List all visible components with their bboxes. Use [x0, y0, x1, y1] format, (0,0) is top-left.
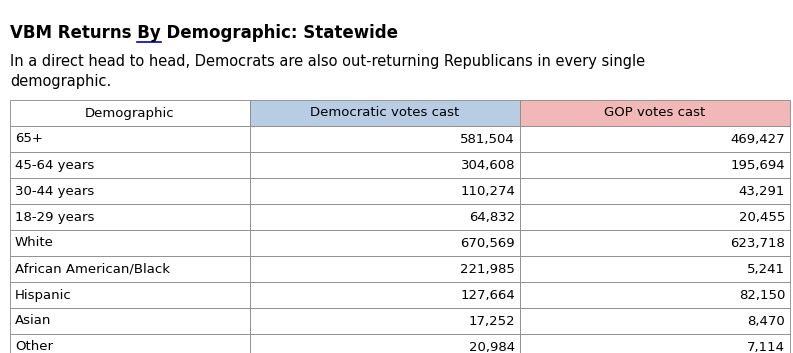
Text: 110,274: 110,274: [460, 185, 515, 197]
Text: 581,504: 581,504: [460, 132, 515, 145]
Text: Other: Other: [15, 341, 53, 353]
Text: 623,718: 623,718: [730, 237, 785, 250]
Bar: [520, 152, 790, 178]
Bar: [10, 204, 250, 230]
Bar: [250, 230, 520, 256]
Bar: [250, 178, 520, 204]
Bar: [250, 256, 520, 282]
Text: 469,427: 469,427: [730, 132, 785, 145]
Text: Hispanic: Hispanic: [15, 288, 71, 301]
Text: Asian: Asian: [15, 315, 52, 328]
Bar: [520, 204, 790, 230]
Text: 5,241: 5,241: [747, 263, 785, 275]
Bar: [250, 282, 520, 308]
Text: 8,470: 8,470: [747, 315, 785, 328]
Text: 43,291: 43,291: [738, 185, 785, 197]
Text: Democratic votes cast: Democratic votes cast: [310, 107, 460, 120]
Text: White: White: [15, 237, 54, 250]
Text: Demographic: Demographic: [85, 107, 174, 120]
Bar: [520, 100, 790, 126]
Text: 670,569: 670,569: [461, 237, 515, 250]
Text: 127,664: 127,664: [460, 288, 515, 301]
Text: GOP votes cast: GOP votes cast: [604, 107, 706, 120]
Text: 30-44 years: 30-44 years: [15, 185, 94, 197]
Bar: [520, 282, 790, 308]
Bar: [10, 100, 250, 126]
Bar: [10, 126, 250, 152]
Bar: [250, 334, 520, 353]
Text: 45-64 years: 45-64 years: [15, 158, 94, 172]
Text: demographic.: demographic.: [10, 74, 111, 89]
Bar: [10, 282, 250, 308]
Bar: [250, 126, 520, 152]
Bar: [520, 256, 790, 282]
Text: 304,608: 304,608: [461, 158, 515, 172]
Bar: [520, 334, 790, 353]
Text: VBM Returns By Demographic: Statewide: VBM Returns By Demographic: Statewide: [10, 24, 398, 42]
Bar: [10, 308, 250, 334]
Text: 18-29 years: 18-29 years: [15, 210, 94, 223]
Text: 7,114: 7,114: [747, 341, 785, 353]
Bar: [250, 152, 520, 178]
Text: In a direct head to head, Democrats are also out-returning Republicans in every : In a direct head to head, Democrats are …: [10, 54, 646, 69]
Text: 221,985: 221,985: [460, 263, 515, 275]
Bar: [520, 308, 790, 334]
Text: 65+: 65+: [15, 132, 43, 145]
Text: 195,694: 195,694: [730, 158, 785, 172]
Bar: [10, 256, 250, 282]
Text: 64,832: 64,832: [469, 210, 515, 223]
Bar: [520, 178, 790, 204]
Text: 82,150: 82,150: [738, 288, 785, 301]
Bar: [10, 178, 250, 204]
Bar: [250, 100, 520, 126]
Text: 20,984: 20,984: [469, 341, 515, 353]
Bar: [520, 230, 790, 256]
Text: 20,455: 20,455: [738, 210, 785, 223]
Bar: [250, 204, 520, 230]
Text: 17,252: 17,252: [469, 315, 515, 328]
Bar: [10, 334, 250, 353]
Bar: [10, 230, 250, 256]
Bar: [10, 152, 250, 178]
Bar: [250, 308, 520, 334]
Text: African American/Black: African American/Black: [15, 263, 170, 275]
Bar: [520, 126, 790, 152]
